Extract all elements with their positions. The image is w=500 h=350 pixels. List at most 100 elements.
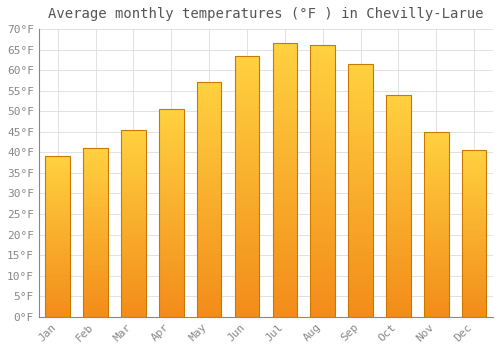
Bar bbox=[46, 156, 70, 158]
Bar bbox=[348, 130, 373, 132]
Bar bbox=[46, 280, 70, 281]
Bar bbox=[386, 239, 410, 241]
Bar bbox=[234, 312, 260, 314]
Bar bbox=[424, 163, 448, 165]
Bar bbox=[159, 116, 184, 118]
Bar bbox=[310, 160, 335, 162]
Bar bbox=[46, 272, 70, 273]
Bar bbox=[121, 272, 146, 274]
Bar bbox=[310, 273, 335, 276]
Bar bbox=[310, 100, 335, 103]
Bar bbox=[386, 288, 410, 290]
Bar bbox=[424, 176, 448, 178]
Bar bbox=[197, 134, 222, 136]
Bar bbox=[159, 236, 184, 238]
Bar bbox=[462, 175, 486, 177]
Bar bbox=[84, 224, 108, 226]
Bar bbox=[234, 223, 260, 225]
Bar bbox=[197, 272, 222, 275]
Bar bbox=[386, 175, 410, 177]
Bar bbox=[310, 225, 335, 227]
Bar bbox=[310, 157, 335, 160]
Bar bbox=[234, 166, 260, 168]
Bar bbox=[310, 86, 335, 89]
Bar bbox=[462, 282, 486, 284]
Bar bbox=[197, 223, 222, 225]
Bar bbox=[46, 219, 70, 220]
Bar bbox=[272, 284, 297, 287]
Bar bbox=[424, 158, 448, 160]
Bar bbox=[462, 315, 486, 317]
Bar bbox=[272, 268, 297, 270]
Bar bbox=[84, 258, 108, 259]
Bar bbox=[121, 176, 146, 178]
Bar bbox=[424, 143, 448, 145]
Bar bbox=[462, 210, 486, 212]
Bar bbox=[462, 167, 486, 169]
Bar bbox=[386, 246, 410, 248]
Bar bbox=[159, 269, 184, 271]
Bar bbox=[234, 171, 260, 173]
Bar bbox=[310, 214, 335, 216]
Bar bbox=[234, 124, 260, 126]
Bar bbox=[84, 180, 108, 182]
Bar bbox=[348, 216, 373, 218]
Bar bbox=[310, 262, 335, 265]
Bar bbox=[197, 235, 222, 237]
Bar bbox=[197, 193, 222, 195]
Bar bbox=[197, 141, 222, 144]
Bar bbox=[234, 212, 260, 215]
Bar bbox=[348, 145, 373, 147]
Bar bbox=[46, 205, 70, 206]
Bar bbox=[462, 260, 486, 262]
Bar bbox=[272, 306, 297, 309]
Bar bbox=[197, 97, 222, 99]
Bar bbox=[46, 262, 70, 264]
Bar bbox=[462, 187, 486, 189]
Bar bbox=[424, 152, 448, 154]
Bar bbox=[159, 304, 184, 306]
Bar bbox=[386, 119, 410, 121]
Bar bbox=[462, 294, 486, 295]
Bar bbox=[386, 306, 410, 308]
Bar bbox=[424, 302, 448, 304]
Bar bbox=[272, 96, 297, 98]
Bar bbox=[386, 141, 410, 144]
Bar bbox=[348, 208, 373, 211]
Bar bbox=[84, 295, 108, 296]
Bar bbox=[386, 259, 410, 261]
Bar bbox=[234, 306, 260, 309]
Bar bbox=[197, 144, 222, 146]
Bar bbox=[348, 307, 373, 309]
Bar bbox=[462, 232, 486, 233]
Bar bbox=[84, 187, 108, 189]
Bar bbox=[462, 292, 486, 294]
Bar bbox=[310, 246, 335, 249]
Bar bbox=[234, 202, 260, 204]
Bar bbox=[272, 270, 297, 273]
Bar bbox=[462, 220, 486, 222]
Bar bbox=[46, 229, 70, 230]
Bar bbox=[84, 268, 108, 270]
Bar bbox=[159, 196, 184, 198]
Bar bbox=[310, 78, 335, 81]
Bar bbox=[197, 195, 222, 197]
Bar bbox=[462, 170, 486, 172]
Bar bbox=[272, 276, 297, 279]
Bar bbox=[121, 188, 146, 190]
Bar bbox=[197, 251, 222, 253]
Bar bbox=[46, 294, 70, 296]
Bar bbox=[348, 186, 373, 188]
Bar bbox=[197, 242, 222, 244]
Bar bbox=[159, 265, 184, 267]
Bar bbox=[348, 107, 373, 110]
Bar bbox=[386, 248, 410, 250]
Bar bbox=[462, 264, 486, 265]
Bar bbox=[348, 170, 373, 173]
Bar bbox=[310, 200, 335, 203]
Bar bbox=[310, 227, 335, 230]
Bar bbox=[121, 304, 146, 306]
Bar bbox=[159, 159, 184, 161]
Bar bbox=[272, 235, 297, 238]
Bar bbox=[310, 173, 335, 176]
